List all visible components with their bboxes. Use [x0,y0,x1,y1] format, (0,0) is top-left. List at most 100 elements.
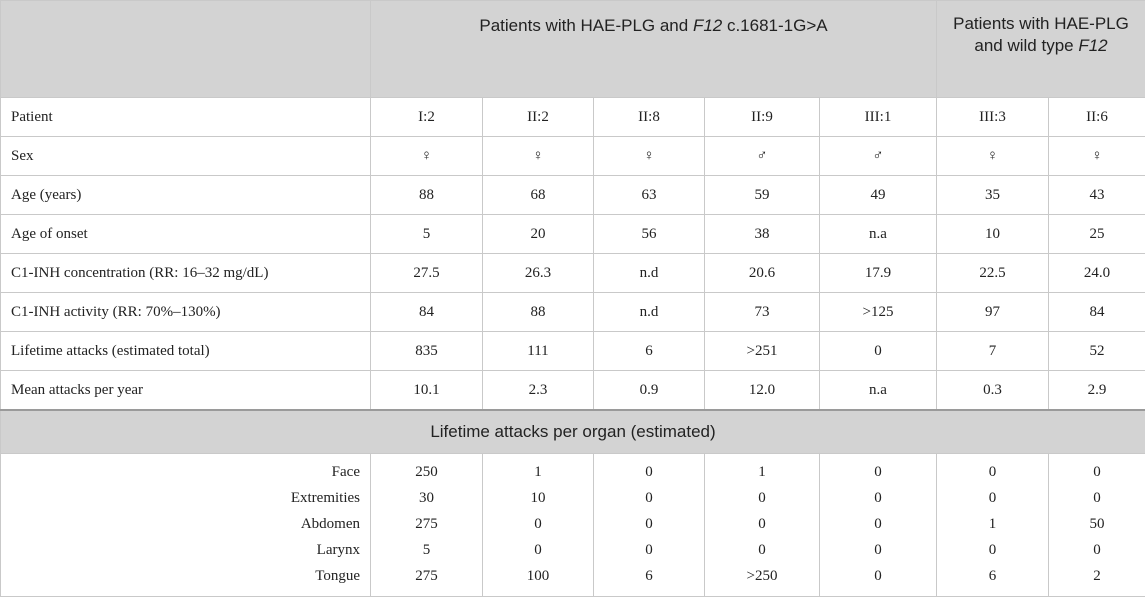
row-label: Lifetime attacks (estimated total) [0,331,371,371]
table-cell: 835 [370,331,483,371]
table-cell: 63 [593,175,705,215]
table-cell: n.d [593,292,705,332]
table-cell: 10.1 [370,370,483,411]
organ-label: Tongue [315,568,360,584]
row-label: Age of onset [0,214,371,254]
organ-value: 0 [874,490,882,506]
organ-value: 0 [534,516,542,532]
table-cell: III:3 [936,97,1049,137]
organ-value: 0 [988,490,997,506]
table-cell: 52 [1048,331,1145,371]
table-cell: 0 [819,331,937,371]
group1-variant: c.1681-1G>A [722,16,828,35]
organ-value: 6 [645,568,653,584]
organ-value: 0 [758,542,766,558]
organ-values-cell: 0 0 50 0 2 [1048,453,1145,597]
table-cell: 24.0 [1048,253,1145,293]
table-cell: n.a [819,370,937,411]
table-row: Age (years) 88 68 63 59 49 35 43 [0,175,1145,215]
table-cell: I:2 [370,97,483,137]
row-label: Sex [0,136,371,176]
table-cell: 35 [936,175,1049,215]
organ-value: 2 [1093,568,1101,584]
table-cell: 49 [819,175,937,215]
organ-value: 0 [645,464,653,480]
row-label: Age (years) [0,175,371,215]
table-cell: 68 [482,175,594,215]
table-cell: 111 [482,331,594,371]
table-cell: 2.3 [482,370,594,411]
organ-label: Extremities [290,490,360,506]
table-row: Age of onset 5 20 56 38 n.a 10 25 [0,214,1145,254]
table-cell: 17.9 [819,253,937,293]
row-label: Mean attacks per year [0,370,371,411]
group1-gene: F12 [692,16,723,35]
table-cell: ♀ [936,136,1049,176]
organ-value: 0 [874,568,882,584]
group2-gene: F12 [1078,36,1108,55]
table-cell: n.d [593,253,705,293]
organ-value: 50 [1089,516,1105,532]
organ-label: Abdomen [300,516,360,532]
organ-value: 6 [988,568,997,584]
table-cell: 88 [482,292,594,332]
table-cell: ♀ [1048,136,1145,176]
table-cell: 2.9 [1048,370,1145,411]
organ-value: 5 [422,542,431,558]
table-cell: 84 [370,292,483,332]
organ-label: Face [331,464,360,480]
organ-value: 1 [758,464,766,480]
organ-values-cell: 250 30 275 5 275 [370,453,483,597]
organ-value: 275 [415,568,438,584]
organ-value: 0 [874,464,882,480]
table-cell: 84 [1048,292,1145,332]
table-cell: ♀ [593,136,705,176]
table-cell: 73 [704,292,820,332]
organ-values-cell: 0 0 1 0 6 [936,453,1049,597]
header-group-wild-type: Patients with HAE-PLG and wild type F12 [936,0,1145,98]
table-cell: II:2 [482,97,594,137]
table-cell: 88 [370,175,483,215]
section-title: Lifetime attacks per organ (estimated) [0,409,1145,454]
organ-value: 0 [534,542,542,558]
organ-values-cell: 0 0 0 0 0 [819,453,937,597]
table-cell: II:9 [704,97,820,137]
row-label: C1-INH activity (RR: 70%–130%) [0,292,371,332]
organ-value: 0 [874,542,882,558]
organ-value: 0 [1093,464,1101,480]
organ-value: 0 [1093,542,1101,558]
table-cell: >125 [819,292,937,332]
table-cell: ♀ [482,136,594,176]
table-cell: 6 [593,331,705,371]
table-cell: 26.3 [482,253,594,293]
organ-value: 1 [534,464,542,480]
patient-data-body: Patient I:2 II:2 II:8 II:9 III:1 III:3 II:6 Sex ♀… [0,97,1145,411]
organ-value: 0 [645,542,653,558]
table-cell: II:6 [1048,97,1145,137]
organ-value: 0 [874,516,882,532]
table-cell: II:8 [593,97,705,137]
group2-text: Patients with HAE-PLG and wild type [953,14,1129,55]
organ-values-cell: 1 10 0 0 100 [482,453,594,597]
table-cell: 97 [936,292,1049,332]
organ-value: 10 [530,490,546,506]
organ-value: 0 [758,516,766,532]
organ-labels-cell: Face Extremities Abdomen Larynx Tongue [0,453,371,597]
table-cell: 5 [370,214,483,254]
table-cell: n.a [819,214,937,254]
table-cell: ♀ [370,136,483,176]
table-row: C1-INH activity (RR: 70%–130%) 84 88 n.d 73 >… [0,292,1145,332]
section-row: Lifetime attacks per organ (estimated) [0,409,1145,454]
table-row: Patient I:2 II:2 II:8 II:9 III:1 III:3 II:6 [0,97,1145,137]
organ-value: 0 [645,516,653,532]
organ-value: 0 [645,490,653,506]
organ-value: 250 [415,464,438,480]
organ-value: 0 [988,542,997,558]
table-cell: III:1 [819,97,937,137]
table-cell: 20 [482,214,594,254]
table-cell: ♂ [704,136,820,176]
table-row: Lifetime attacks (estimated total) 835 111… [0,331,1145,371]
table-row: Mean attacks per year 10.1 2.3 0.9 12.0 n.a 0.… [0,370,1145,411]
table-cell: 0.9 [593,370,705,411]
